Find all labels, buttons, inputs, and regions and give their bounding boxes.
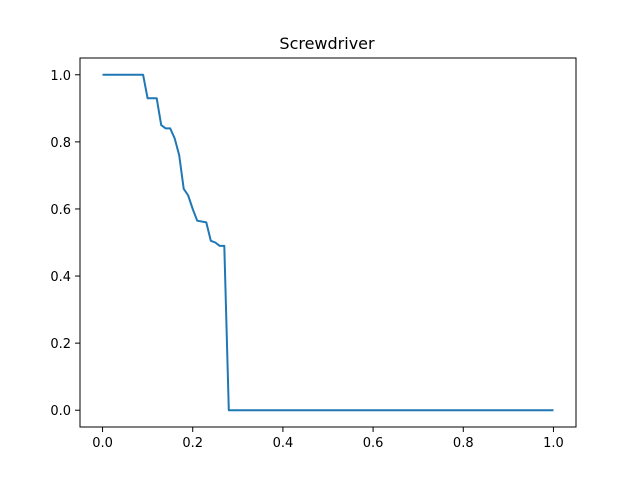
x-tick-label: 0.6 — [363, 436, 384, 451]
y-tick-label: 0.6 — [50, 203, 71, 218]
y-tick-label: 0.4 — [50, 270, 71, 285]
y-tick-label: 1.0 — [50, 69, 71, 84]
y-tick-label: 0.2 — [50, 337, 71, 352]
y-axis: 0.0 0.2 0.4 0.6 0.8 1.0 — [50, 69, 80, 419]
x-tick-label: 0.2 — [182, 436, 203, 451]
x-tick-label: 0.0 — [92, 436, 113, 451]
series-line-0 — [102, 73, 554, 412]
chart-title: Screwdriver — [279, 34, 375, 53]
x-tick-label: 0.8 — [453, 436, 474, 451]
x-tick-label: 1.0 — [543, 436, 564, 451]
x-axis: 0.0 0.2 0.4 0.6 0.8 1.0 — [92, 427, 564, 451]
plot-area — [102, 73, 554, 412]
plot-frame — [79, 57, 577, 428]
y-tick-label: 0.8 — [50, 136, 71, 151]
x-tick-label: 0.4 — [273, 436, 294, 451]
y-tick-label: 0.0 — [50, 404, 71, 419]
